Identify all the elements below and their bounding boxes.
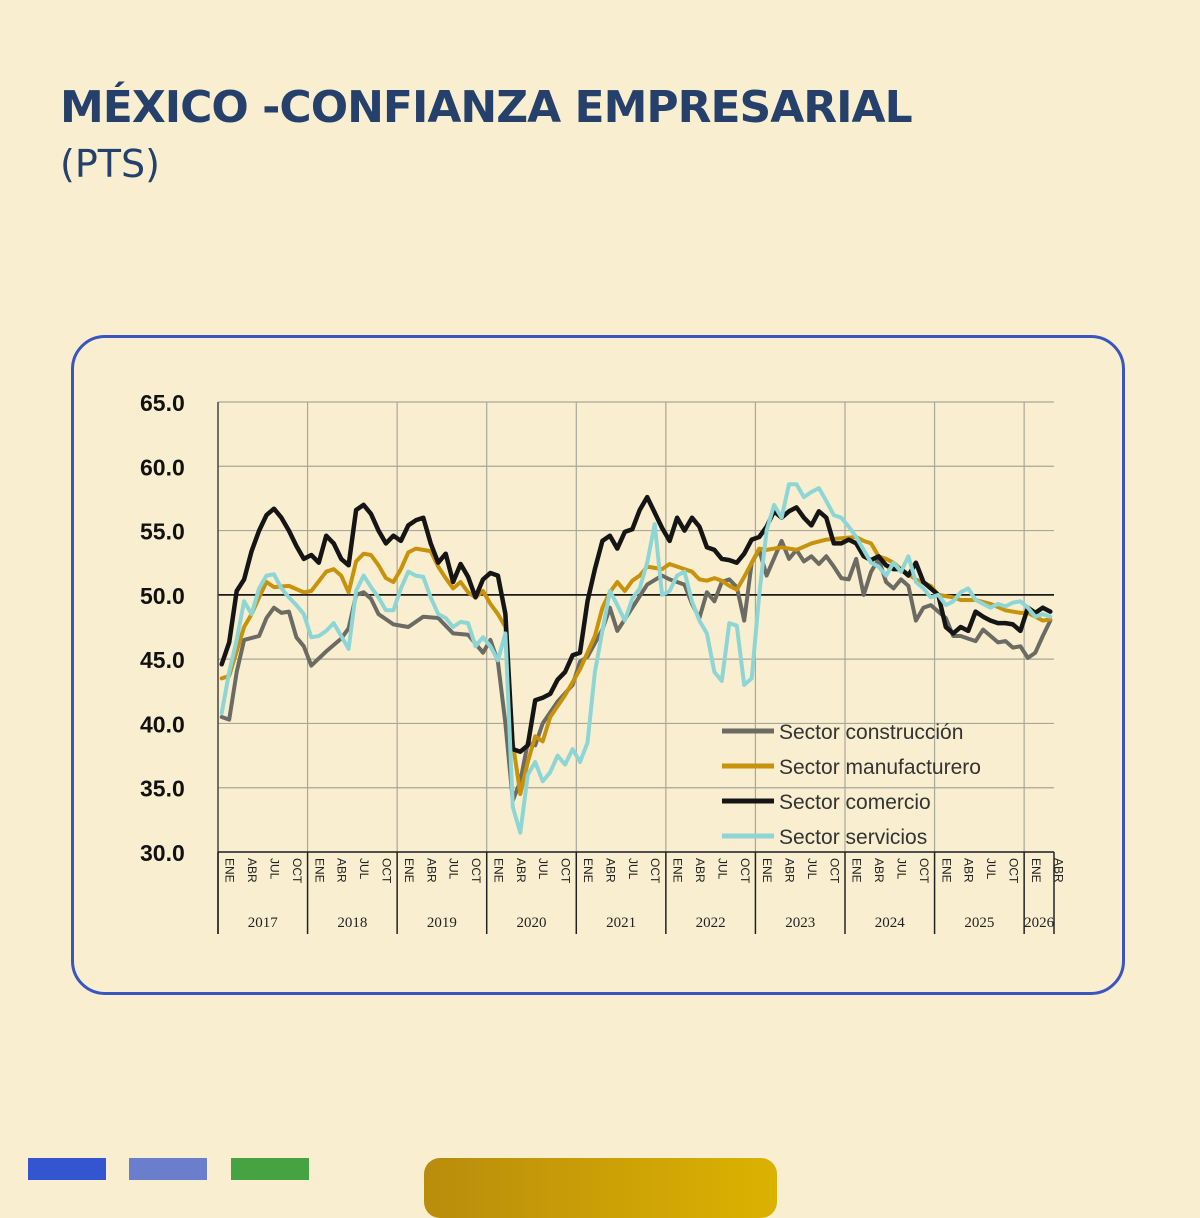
x-month-label: OCT xyxy=(827,858,841,884)
x-year-label: 2026 xyxy=(1024,915,1055,931)
chart-card xyxy=(71,335,1125,995)
x-month-label: ENE xyxy=(939,858,953,883)
x-year-label: 2017 xyxy=(248,915,279,931)
x-month-label: ABR xyxy=(603,858,617,883)
x-month-label: OCT xyxy=(559,858,573,884)
x-month-label: ABR xyxy=(514,858,528,883)
y-tick-label: 35.0 xyxy=(140,776,185,802)
page-subtitle: (PTS) xyxy=(60,142,160,186)
x-month-label: ABR xyxy=(783,858,797,883)
y-tick-label: 30.0 xyxy=(140,840,185,866)
x-month-label: ABR xyxy=(245,858,259,883)
y-tick-label: 40.0 xyxy=(140,711,185,737)
x-month-label: ABR xyxy=(424,858,438,883)
x-month-label: JUL xyxy=(984,858,998,880)
y-tick-label: 50.0 xyxy=(140,583,185,609)
x-year-label: 2025 xyxy=(964,915,994,931)
x-month-label: OCT xyxy=(738,858,752,884)
x-year-label: 2019 xyxy=(427,915,457,931)
grid xyxy=(218,401,1054,853)
x-month-label: JUL xyxy=(447,858,461,880)
x-year-label: 2022 xyxy=(696,915,726,931)
x-month-label: OCT xyxy=(379,858,393,884)
x-month-label: JUL xyxy=(626,858,640,880)
x-month-label: ENE xyxy=(850,858,864,883)
axes: 65.0 60.0 55.0 50.0 45.0 40.0 35.0 30.0 ENE ABR JU… xyxy=(140,390,1065,934)
legend-label: Sector construcción xyxy=(779,721,963,744)
x-year-label: 2018 xyxy=(337,915,367,931)
x-month-label: ENE xyxy=(760,858,774,883)
decorative-bar-periwinkle xyxy=(129,1158,207,1180)
x-month-label: ABR xyxy=(872,858,886,883)
x-month-label: ENE xyxy=(312,858,326,883)
page-title: MÉXICO -CONFIANZA EMPRESARIAL xyxy=(60,82,913,133)
x-year-label: 2024 xyxy=(875,915,906,931)
x-month-label: OCT xyxy=(648,858,662,884)
legend-label: Sector manufacturero xyxy=(779,756,981,779)
x-month-label: JUL xyxy=(895,858,909,880)
decorative-bar-green xyxy=(231,1158,309,1180)
bottom-tab xyxy=(424,1158,777,1218)
x-month-label: JUL xyxy=(268,858,282,880)
legend-label: Sector comercio xyxy=(779,791,931,814)
legend-label: Sector servicios xyxy=(779,826,927,849)
x-month-label: ENE xyxy=(402,858,416,883)
y-tick-label: 60.0 xyxy=(140,454,185,480)
x-month-label: OCT xyxy=(469,858,483,884)
x-year-label: 2021 xyxy=(606,915,636,931)
x-year-label: 2020 xyxy=(517,915,547,931)
x-month-label: ABR xyxy=(962,858,976,883)
x-year-label: 2023 xyxy=(785,915,815,931)
x-month-label: ABR xyxy=(335,858,349,883)
x-month-label: OCT xyxy=(290,858,304,884)
x-month-label: JUL xyxy=(536,858,550,880)
x-month-label: OCT xyxy=(917,858,931,884)
x-month-label: ENE xyxy=(223,858,237,883)
y-tick-label: 65.0 xyxy=(140,390,185,416)
x-month-label: ENE xyxy=(1029,858,1043,883)
y-tick-label: 55.0 xyxy=(140,519,185,545)
x-month-label: JUL xyxy=(715,858,729,880)
x-month-label: ENE xyxy=(581,858,595,883)
x-month-label: ABR xyxy=(1051,858,1065,883)
x-month-label: ENE xyxy=(671,858,685,883)
x-month-label: JUL xyxy=(805,858,819,880)
decorative-bar-blue xyxy=(28,1158,106,1180)
series-line-servicios xyxy=(219,482,1053,835)
series xyxy=(219,482,1053,835)
series-line-comercio xyxy=(219,494,1053,754)
legend: Sector construcción Sector manufacturero S… xyxy=(722,721,981,849)
x-month-label: ENE xyxy=(491,858,505,883)
x-month-label: ABR xyxy=(693,858,707,883)
x-month-label: JUL xyxy=(357,858,371,880)
x-month-label: OCT xyxy=(1006,858,1020,884)
y-tick-label: 45.0 xyxy=(140,647,185,673)
